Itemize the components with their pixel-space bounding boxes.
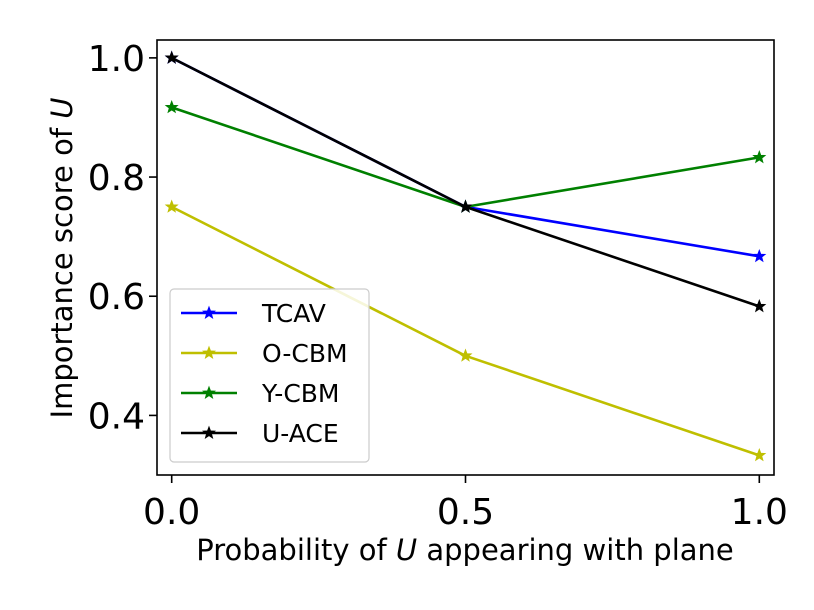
data-point-y-cbm-0 bbox=[164, 99, 179, 114]
x-axis-ticks: 0.0 0.5 1.0 bbox=[143, 475, 788, 533]
x-axis-label-suffix: appearing with plane bbox=[417, 533, 734, 567]
x-axis-label-variable: U bbox=[396, 533, 417, 567]
legend-marker bbox=[202, 305, 216, 319]
x-axis-label: Probability of U appearing with plane bbox=[196, 533, 734, 567]
data-point-tcav-2 bbox=[752, 248, 767, 263]
data-point-o-cbm-1 bbox=[458, 348, 473, 362]
series-layer bbox=[164, 50, 767, 462]
data-point-u-ace-2 bbox=[752, 299, 767, 313]
y-axis-label: Importance score of U bbox=[45, 98, 79, 419]
y-tick-label: 0.8 bbox=[88, 158, 145, 199]
x-axis-label-prefix: Probability of bbox=[196, 533, 396, 567]
legend: TCAV O-CBM Y-CBM U-ACE bbox=[169, 288, 370, 463]
data-point-y-cbm-2 bbox=[752, 150, 767, 164]
x-tick-label: 0.5 bbox=[437, 492, 494, 533]
legend-label: Y-CBM bbox=[261, 379, 340, 408]
series-u-ace bbox=[164, 50, 767, 313]
series-y-cbm bbox=[164, 99, 767, 213]
legend-marker bbox=[202, 345, 216, 359]
legend-label: O-CBM bbox=[262, 339, 348, 368]
data-point-o-cbm-2 bbox=[752, 447, 767, 462]
legend-entry-tcav: TCAV bbox=[181, 299, 326, 328]
data-point-o-cbm-0 bbox=[164, 199, 179, 213]
data-point-u-ace-0 bbox=[164, 50, 179, 64]
y-tick-label: 1.0 bbox=[88, 39, 145, 80]
legend-marker bbox=[202, 425, 216, 439]
y-tick-label: 0.6 bbox=[88, 277, 145, 318]
legend-box bbox=[169, 288, 370, 463]
series-tcav bbox=[164, 50, 767, 263]
legend-entry-u-ace: U-ACE bbox=[181, 419, 339, 448]
series-o-cbm bbox=[164, 199, 767, 462]
legend-label: U-ACE bbox=[262, 419, 339, 448]
y-axis-label-variable: U bbox=[45, 98, 79, 119]
series-line-u-ace bbox=[171, 56, 760, 308]
legend-entry-o-cbm: O-CBM bbox=[181, 339, 348, 368]
legend-marker bbox=[202, 385, 216, 399]
legend-entry-y-cbm: Y-CBM bbox=[181, 379, 340, 408]
y-axis-label-prefix: Importance score of bbox=[45, 119, 79, 419]
x-tick-label: 0.0 bbox=[143, 492, 200, 533]
series-line-tcav bbox=[171, 56, 760, 258]
y-tick-label: 0.4 bbox=[88, 396, 145, 437]
legend-entries: TCAV O-CBM Y-CBM U-ACE bbox=[181, 299, 348, 448]
y-axis-ticks: 0.4 0.6 0.8 1.0 bbox=[88, 39, 157, 437]
data-point-u-ace-1 bbox=[458, 199, 473, 213]
legend-label: TCAV bbox=[261, 299, 326, 328]
series-line-y-cbm bbox=[171, 106, 760, 209]
x-tick-label: 1.0 bbox=[731, 492, 788, 533]
